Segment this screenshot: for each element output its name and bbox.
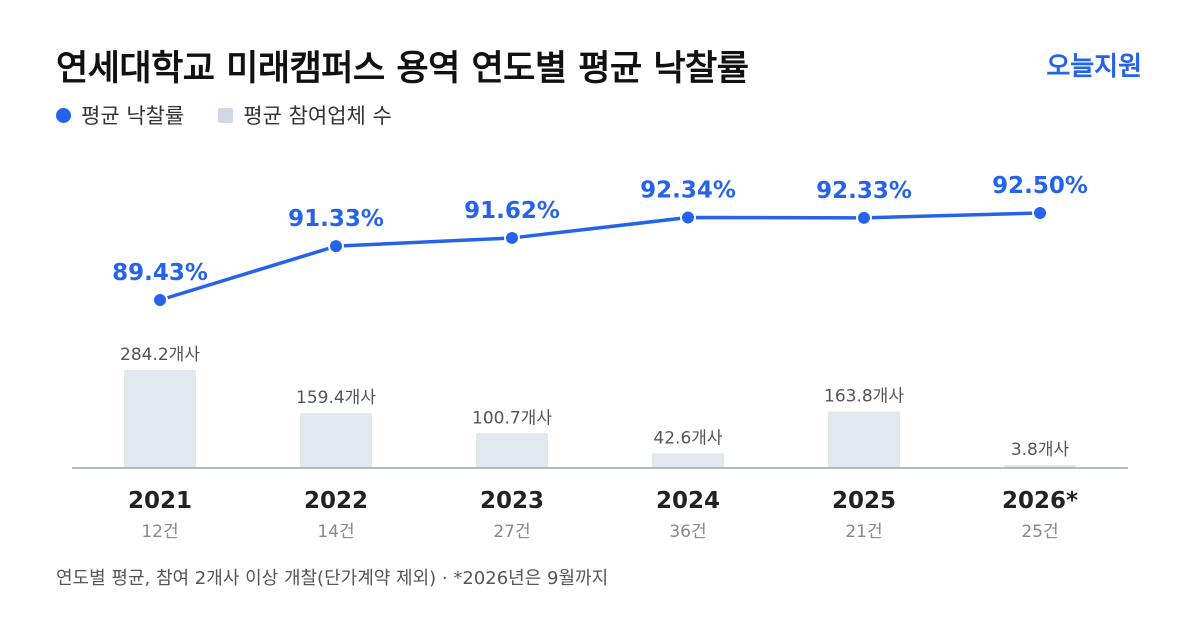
bar-label: 159.4개사 <box>296 388 376 408</box>
x-tick-label: 2023 <box>480 488 544 514</box>
bar-label: 3.8개사 <box>1011 440 1070 460</box>
rate-point <box>152 292 168 308</box>
legend-dot-icon <box>56 107 71 123</box>
legend: 평균 낙찰률 평균 참여업체 수 <box>56 100 392 130</box>
rate-label: 92.33% <box>816 178 912 204</box>
case-count-label: 25건 <box>1021 522 1058 542</box>
case-count-label: 36건 <box>669 522 706 542</box>
bar-label: 100.7개사 <box>472 408 552 428</box>
legend-item-count: 평균 참여업체 수 <box>218 100 392 130</box>
case-count-label: 12건 <box>141 522 178 542</box>
rate-point <box>328 238 344 255</box>
bar-2024 <box>652 453 724 468</box>
rate-label: 92.34% <box>640 178 736 204</box>
x-tick-label: 2021 <box>128 488 192 514</box>
bar-2023 <box>476 433 548 468</box>
x-tick-label: 2024 <box>656 488 720 514</box>
case-count-label: 27건 <box>493 522 530 542</box>
legend-item-rate: 평균 낙찰률 <box>56 100 184 130</box>
x-tick-label: 2025 <box>832 488 896 514</box>
rate-label: 92.50% <box>992 173 1088 199</box>
rate-label: 89.43% <box>112 260 208 286</box>
rate-point <box>504 229 520 246</box>
bar-label: 163.8개사 <box>824 387 904 407</box>
case-count-label: 14건 <box>317 522 354 542</box>
rate-point <box>680 209 696 226</box>
bar-2025 <box>828 411 900 468</box>
chart-title: 연세대학교 미래캠퍼스 용역 연도별 평균 낙찰률 <box>56 49 749 89</box>
brand-logo[interactable]: 오늘지원 <box>1046 52 1142 82</box>
bar-label: 42.6개사 <box>653 428 722 448</box>
rate-label: 91.62% <box>464 198 560 224</box>
x-tick-label: 2026* <box>1002 488 1078 514</box>
rate-line <box>158 211 1042 302</box>
footnote: 연도별 평균, 참여 2개사 이상 개찰(단가계약 제외) · *2026년은 … <box>56 568 609 589</box>
x-tick-label: 2022 <box>304 488 368 514</box>
rate-point <box>856 209 872 226</box>
rate-point <box>1032 205 1048 221</box>
legend-label-rate: 평균 낙찰률 <box>81 104 185 128</box>
rate-label: 91.33% <box>288 206 384 232</box>
bar-2021 <box>124 370 196 468</box>
bar-label: 284.2개사 <box>120 345 200 365</box>
case-count-label: 21건 <box>845 522 882 542</box>
bar-2022 <box>300 413 372 468</box>
legend-label-count: 평균 참여업체 수 <box>243 104 392 128</box>
legend-square-icon <box>218 107 234 123</box>
